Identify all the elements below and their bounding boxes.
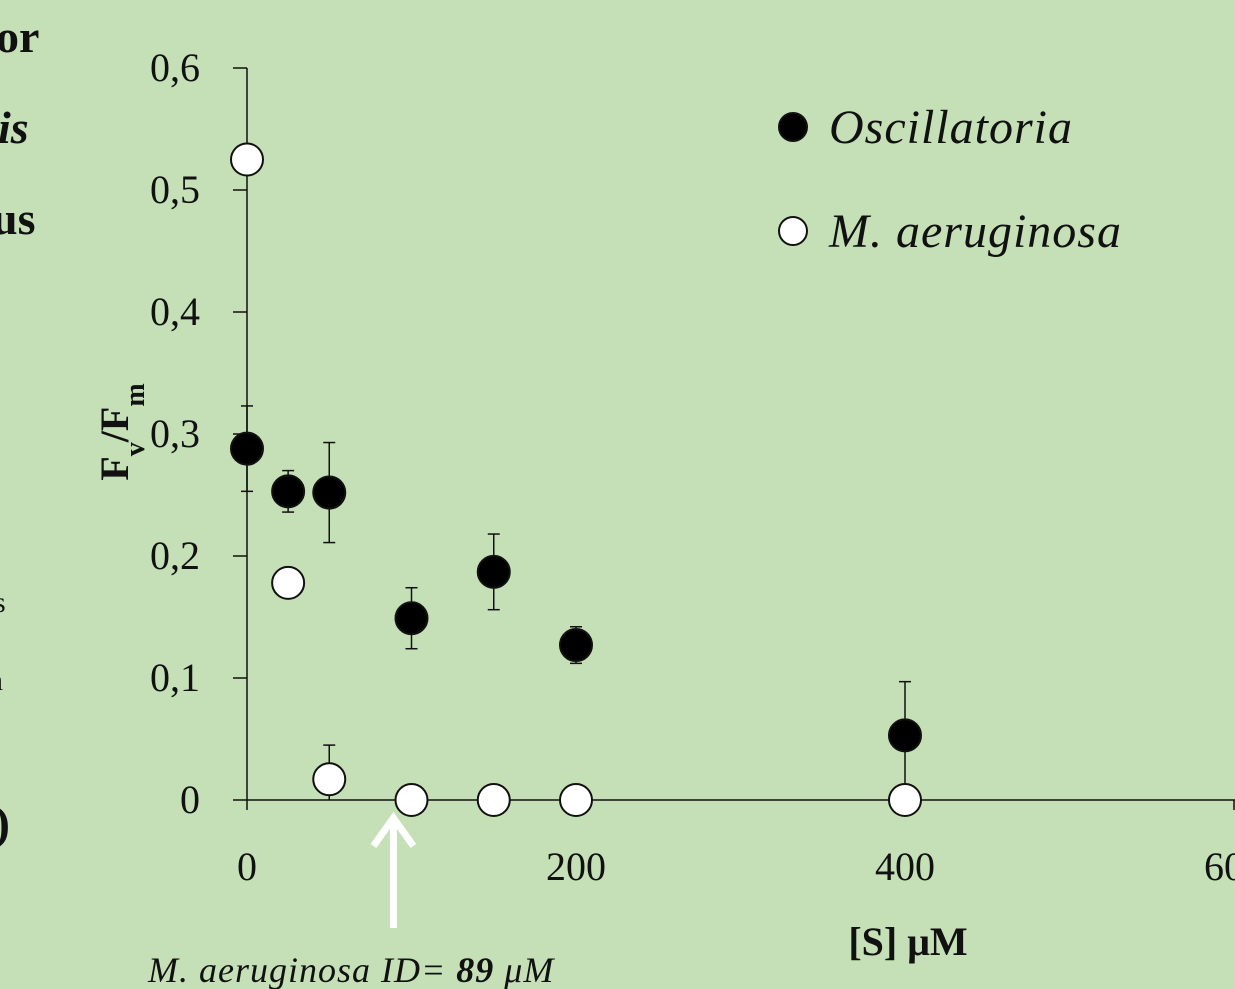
cropped-text-fragment: or [0,11,40,62]
y-tick-label: 0,1 [150,655,200,700]
oscillatoria-point [559,628,593,663]
m-aeruginosa-point [559,783,593,817]
tick-labels: 0 0,1 0,2 0,3 0,4 0,5 0,6 0 200 400 600 [150,45,1235,889]
data-markers [230,142,922,817]
legend-marker [778,216,808,246]
error-bars [241,405,911,800]
oscillatoria-point [312,475,347,510]
cropped-text-fragment: ) [0,800,10,848]
x-tick-label: 400 [875,844,935,889]
x-tick-label: 600 [1204,844,1235,889]
y-tick-label: 0,5 [150,167,200,212]
y-tick-label: 0 [180,777,200,822]
axes [233,67,1235,810]
cropped-text-fragment: is [0,102,29,153]
m-aeruginosa-point [394,783,429,817]
y-axis-label: Fv/Fm [92,383,151,480]
cropped-text-fragment: s [0,588,6,618]
legend: Oscillatoria M. aeruginosa [778,101,1122,258]
oscillatoria-point [888,718,922,753]
y-tick-label: 0,6 [150,45,200,90]
m-aeruginosa-point [312,762,347,797]
y-axis-label-text: Fv/Fm [92,383,151,480]
m-aeruginosa-point [476,783,511,817]
m-aeruginosa-point [230,142,264,177]
y-tick-label: 0,3 [150,411,200,456]
y-tick-label: 0,2 [150,533,200,578]
legend-marker [778,112,808,142]
legend-label: M. aeruginosa [828,205,1122,258]
m-aeruginosa-point [888,783,922,817]
id-arrow-head [370,811,417,849]
x-axis-label: [S] μM [848,919,967,964]
id-annotation: M. aeruginosa ID= 89 μM [147,811,555,989]
y-tick-label: 0,4 [150,289,200,334]
oscillatoria-point [394,601,429,636]
id-annotation-text: M. aeruginosa ID= 89 μM [147,950,555,989]
x-tick-label: 200 [546,844,606,889]
m-aeruginosa-point [271,565,306,600]
oscillatoria-point [271,474,306,509]
legend-label: Oscillatoria [829,101,1073,154]
x-tick-label: 0 [237,844,257,889]
oscillatoria-point [476,554,511,589]
cropped-text-fragment: us [0,193,36,244]
oscillatoria-point [230,431,264,466]
cropped-text-fragment: n [0,666,3,696]
